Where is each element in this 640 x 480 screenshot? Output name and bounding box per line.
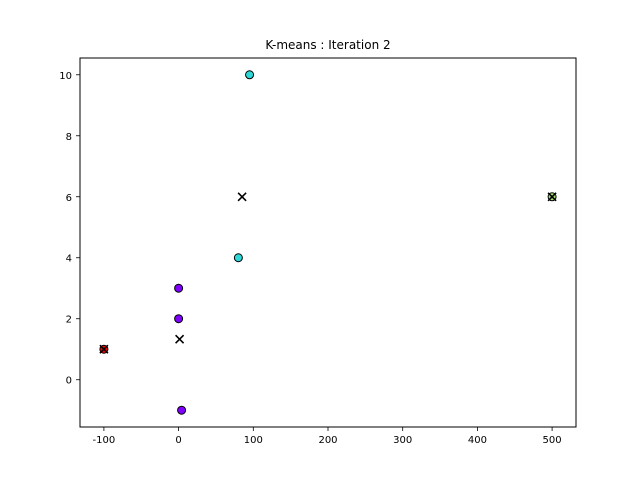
centroid-markers — [99, 192, 557, 354]
plot-frame — [79, 57, 577, 428]
data-point — [233, 253, 243, 263]
plot-area — [79, 57, 577, 428]
data-point — [177, 405, 187, 415]
centroid-stroke — [237, 192, 247, 202]
y-tick-label: 8 — [66, 132, 72, 143]
x-axis: -100 0 100 200 300 400 500 — [93, 427, 562, 446]
y-tick-label: 0 — [66, 376, 72, 387]
x-tick-label: 200 — [318, 435, 337, 446]
centroid-stroke — [547, 192, 557, 202]
y-tick-label: 6 — [66, 193, 72, 204]
x-tick-label: -100 — [93, 435, 116, 446]
data-point — [245, 70, 255, 80]
centroid-stroke — [175, 334, 185, 344]
y-tick-label: 10 — [59, 71, 72, 82]
data-point — [174, 283, 184, 293]
y-tick-label: 4 — [66, 254, 72, 265]
y-axis: 0 2 4 6 8 10 — [59, 71, 80, 387]
x-tick-label: 500 — [543, 435, 562, 446]
centroid-marker — [237, 192, 247, 202]
x-tick-label: 100 — [244, 435, 263, 446]
data-point — [174, 314, 184, 324]
y-tick-label: 2 — [66, 315, 72, 326]
x-tick-label: 400 — [468, 435, 487, 446]
centroid-marker — [175, 334, 185, 344]
x-tick-label: 0 — [175, 435, 181, 446]
chart-title: K-means : Iteration 2 — [265, 38, 390, 52]
data-points — [99, 70, 557, 415]
x-tick-label: 300 — [393, 435, 412, 446]
centroid-stroke — [99, 344, 109, 354]
centroid-marker — [99, 344, 109, 354]
centroid-marker — [547, 192, 557, 202]
